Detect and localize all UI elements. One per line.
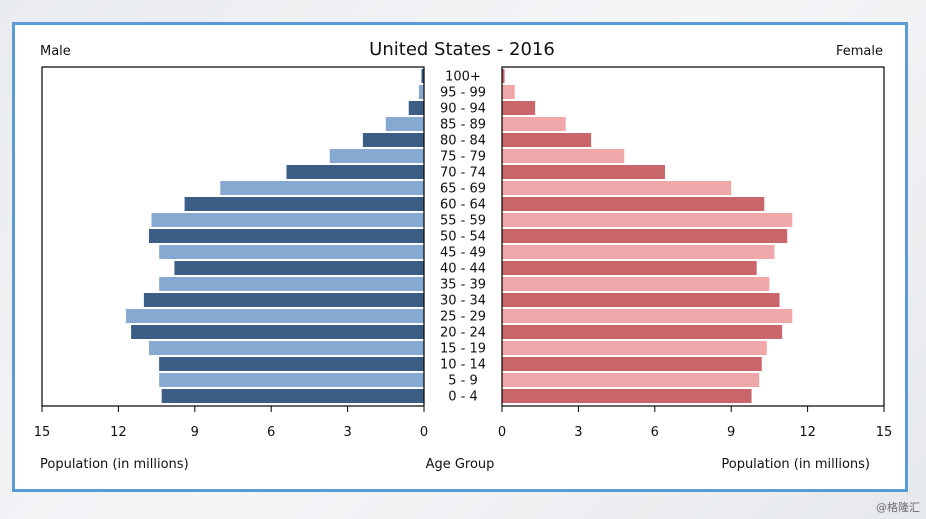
age-group-label: 25 - 29 — [440, 310, 486, 325]
age-group-label: 80 - 84 — [440, 134, 486, 149]
age-group-label: 65 - 69 — [440, 182, 486, 197]
age-group-label: 0 - 4 — [448, 390, 478, 405]
left-tick-label: 6 — [267, 425, 275, 440]
age-group-label: 60 - 64 — [440, 198, 486, 213]
female-bar — [502, 341, 767, 355]
female-bar — [502, 149, 625, 163]
left-x-axis-label: Population (in millions) — [40, 457, 189, 472]
age-group-label: 35 - 39 — [440, 278, 486, 293]
male-bar — [286, 165, 424, 179]
female-bar — [502, 293, 780, 307]
age-group-label: 85 - 89 — [440, 118, 486, 133]
age-group-label: 70 - 74 — [440, 166, 486, 181]
left-x-axis-ticks: 0 3 6 9 12 15 — [34, 406, 428, 440]
male-bar — [220, 181, 424, 195]
female-bar — [502, 261, 757, 275]
female-bar — [502, 229, 788, 243]
right-tick-label: 9 — [727, 425, 735, 440]
age-group-label: 15 - 19 — [440, 342, 486, 357]
left-tick-label: 12 — [110, 425, 127, 440]
left-tick-label: 0 — [420, 425, 428, 440]
female-bar — [502, 245, 775, 259]
male-bar — [143, 293, 424, 307]
female-bar — [502, 181, 732, 195]
center-x-axis-label: Age Group — [426, 457, 495, 472]
female-bar — [502, 213, 793, 227]
right-panel-label: Female — [836, 44, 883, 59]
male-bar — [161, 389, 424, 403]
male-bars — [126, 69, 425, 403]
female-bar — [502, 101, 536, 115]
female-bar — [502, 357, 762, 371]
female-bar — [502, 389, 752, 403]
age-group-label: 45 - 49 — [440, 246, 486, 261]
left-tick-label: 9 — [191, 425, 199, 440]
male-bar — [159, 373, 424, 387]
left-panel-label: Male — [40, 44, 71, 59]
female-bar — [502, 117, 566, 131]
right-tick-label: 15 — [876, 425, 893, 440]
watermark-credit: @格隆汇 — [876, 501, 920, 514]
age-group-label: 95 - 99 — [440, 86, 486, 101]
male-bar — [184, 197, 424, 211]
male-bar — [408, 101, 424, 115]
female-bar — [502, 373, 760, 387]
female-bars — [502, 69, 793, 403]
female-bar — [502, 133, 592, 147]
age-group-label: 20 - 24 — [440, 326, 486, 341]
male-bar — [385, 117, 424, 131]
male-bar — [159, 245, 424, 259]
right-tick-label: 12 — [799, 425, 816, 440]
chart-title: United States - 2016 — [369, 39, 555, 60]
male-bar — [151, 213, 425, 227]
female-bar — [502, 69, 505, 83]
age-group-label: 50 - 54 — [440, 230, 486, 245]
male-bar — [421, 69, 424, 83]
left-axes-frame — [41, 66, 425, 407]
male-bar — [362, 133, 424, 147]
right-x-axis-ticks: 0 3 6 9 12 15 — [498, 406, 892, 440]
age-group-label: 55 - 59 — [440, 214, 486, 229]
male-bar — [148, 341, 424, 355]
female-bar — [502, 309, 793, 323]
male-bar — [329, 149, 424, 163]
female-bar — [502, 277, 770, 291]
age-group-label: 5 - 9 — [448, 374, 478, 389]
left-tick-label: 15 — [34, 425, 51, 440]
male-bar — [126, 309, 424, 323]
right-tick-label: 6 — [651, 425, 659, 440]
right-axes-frame — [501, 66, 885, 407]
male-bar — [131, 325, 424, 339]
male-bar — [159, 357, 424, 371]
age-group-label: 90 - 94 — [440, 102, 486, 117]
female-bar — [502, 197, 765, 211]
age-group-label: 75 - 79 — [440, 150, 486, 165]
female-bar — [502, 165, 665, 179]
age-group-label: 100+ — [445, 70, 481, 85]
female-bar — [502, 325, 783, 339]
male-bar — [159, 277, 424, 291]
right-x-axis-label: Population (in millions) — [721, 457, 870, 472]
right-tick-label: 0 — [498, 425, 506, 440]
male-bar — [418, 85, 424, 99]
age-group-label: 10 - 14 — [440, 358, 486, 373]
male-bar — [148, 229, 424, 243]
male-bar — [174, 261, 424, 275]
right-tick-label: 3 — [574, 425, 582, 440]
age-group-label: 40 - 44 — [440, 262, 486, 277]
age-group-label: 30 - 34 — [440, 294, 486, 309]
left-tick-label: 3 — [343, 425, 351, 440]
female-bar — [502, 85, 515, 99]
